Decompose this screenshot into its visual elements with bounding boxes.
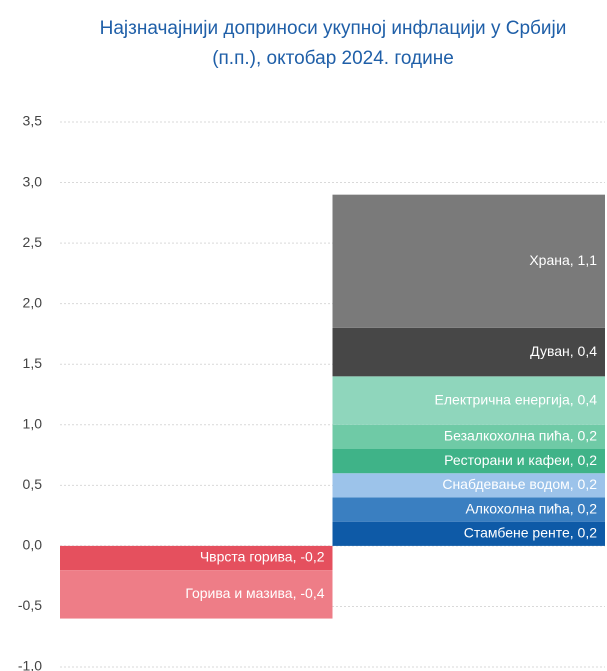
data-label: Чврста горива, -0,2 <box>200 549 325 565</box>
y-tick-label: 2,5 <box>23 234 43 250</box>
y-tick-label: -0,5 <box>18 597 42 613</box>
y-tick-label: 1,0 <box>23 415 43 431</box>
y-tick-label: 3,5 <box>23 113 43 129</box>
bar-segment <box>332 473 605 498</box>
bar-segment <box>60 545 333 571</box>
data-label: Безалкохолна пића, 0,2 <box>444 428 597 444</box>
bar-segment <box>332 521 605 546</box>
y-tick-label: 2,0 <box>23 294 43 310</box>
bar-segment <box>60 570 333 619</box>
data-label: Електрична енергија, 0,4 <box>435 391 598 407</box>
bar-segment <box>332 194 605 328</box>
bar-segment <box>332 424 605 449</box>
data-label: Ресторани и кафеи, 0,2 <box>444 452 597 468</box>
data-label: Горива и мазива, -0,4 <box>185 585 324 601</box>
data-label: Стамбене ренте, 0,2 <box>464 524 597 540</box>
data-label: Храна, 1,1 <box>529 252 597 268</box>
y-tick-label: -1,0 <box>18 658 42 671</box>
data-label: Снабдевање водом, 0,2 <box>442 476 597 492</box>
bar-segment <box>332 497 605 522</box>
y-tick-label: 3,0 <box>23 173 43 189</box>
data-label: Дуван, 0,4 <box>530 343 597 359</box>
y-tick-label: 1,5 <box>23 355 43 371</box>
bar-segment <box>332 449 605 474</box>
y-tick-label: 0,5 <box>23 476 43 492</box>
bar-segment <box>332 376 605 425</box>
data-label: Алкохолна пића, 0,2 <box>465 500 597 516</box>
y-tick-label: 0,0 <box>23 537 43 553</box>
bar-segment <box>332 327 605 377</box>
chart-title: Најзначајнији доприноси укупној инфлациј… <box>99 18 567 69</box>
